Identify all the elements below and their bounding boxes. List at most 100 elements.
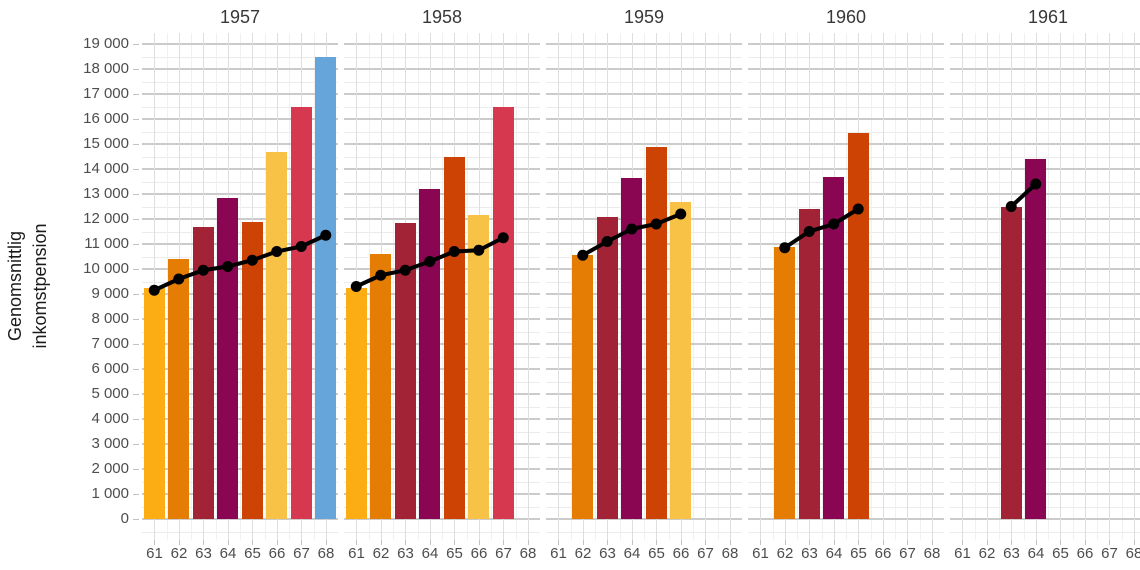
x-tick-label: 67 bbox=[1101, 545, 1118, 562]
x-tick-label: 65 bbox=[244, 545, 261, 562]
x-tick-mark bbox=[203, 540, 205, 545]
gridline-major-h bbox=[950, 93, 1140, 95]
y-tick-mark bbox=[133, 94, 139, 95]
gridline-major-h bbox=[546, 468, 742, 470]
gridline-major-h bbox=[546, 193, 742, 195]
x-tick-label: 67 bbox=[697, 545, 714, 562]
gridline-minor-v bbox=[368, 33, 370, 540]
gridline-minor-h bbox=[950, 56, 1140, 58]
gridline-major-h bbox=[344, 193, 540, 195]
x-tick-label: 62 bbox=[170, 545, 188, 562]
y-tick-label: 15 000 bbox=[83, 135, 129, 152]
bar-age-65 bbox=[645, 146, 667, 519]
x-tick-label: 67 bbox=[495, 545, 512, 562]
x-tick-label: 61 bbox=[550, 545, 567, 562]
gridline-minor-v bbox=[240, 33, 241, 540]
x-tick-label: 66 bbox=[874, 545, 892, 562]
x-tick-label: 62 bbox=[574, 545, 592, 562]
gridline-major-h bbox=[142, 243, 338, 245]
x-tick-label: 65 bbox=[1052, 545, 1069, 562]
gridline-major-h bbox=[344, 293, 540, 295]
facet-panel bbox=[950, 33, 1140, 540]
y-tick-mark bbox=[133, 44, 139, 45]
x-tick-label: 68 bbox=[317, 545, 335, 562]
y-tick-mark bbox=[133, 394, 139, 395]
bar-age-62 bbox=[370, 254, 392, 519]
gridline-minor-v bbox=[191, 33, 192, 540]
trend-point bbox=[271, 246, 283, 257]
x-tick-mark bbox=[882, 540, 884, 545]
gridline-major-h bbox=[142, 143, 338, 145]
x-tick-mark bbox=[582, 540, 584, 545]
x-tick-label: 63 bbox=[397, 545, 414, 562]
x-tick-mark bbox=[1084, 540, 1086, 545]
x-tick-label: 66 bbox=[672, 545, 690, 562]
facet-title: 1958 bbox=[421, 7, 463, 27]
gridline-major-v bbox=[1133, 33, 1135, 540]
x-tick-label: 63 bbox=[599, 545, 616, 562]
gridline-major-h bbox=[142, 443, 338, 445]
bar-age-62 bbox=[572, 255, 594, 519]
x-tick-label: 63 bbox=[1003, 545, 1020, 562]
gridline-minor-v bbox=[644, 33, 645, 540]
x-tick-mark bbox=[325, 540, 327, 545]
x-tick-mark bbox=[656, 540, 658, 545]
gridline-minor-h bbox=[950, 106, 1140, 108]
x-tick-mark bbox=[478, 540, 480, 545]
x-tick-label: 62 bbox=[372, 545, 390, 562]
gridline-major-h bbox=[344, 343, 540, 345]
gridline-minor-v bbox=[1023, 33, 1025, 540]
bar-age-65 bbox=[241, 221, 263, 519]
gridline-major-h bbox=[142, 343, 338, 345]
x-tick-mark bbox=[1060, 540, 1062, 545]
gridline-minor-v bbox=[717, 33, 719, 540]
gridline-minor-v bbox=[417, 33, 419, 540]
gridline-minor-v bbox=[570, 33, 572, 540]
x-tick-label: 64 bbox=[623, 545, 641, 562]
trend-line-svg bbox=[577, 208, 687, 261]
trend-line bbox=[783, 207, 860, 250]
y-tick-label: 16 000 bbox=[83, 110, 129, 127]
x-tick-mark bbox=[356, 540, 358, 545]
trend-point bbox=[1030, 178, 1042, 190]
x-tick-mark bbox=[680, 540, 682, 545]
y-tick-label: 18 000 bbox=[83, 60, 129, 77]
x-tick-mark bbox=[962, 540, 964, 545]
gridline-major-h bbox=[344, 93, 540, 95]
gridline-major-h bbox=[748, 343, 944, 345]
gridline-major-h bbox=[546, 218, 742, 220]
x-tick-mark bbox=[784, 540, 786, 545]
gridline-minor-v bbox=[313, 33, 315, 540]
trend-point bbox=[779, 242, 791, 254]
y-tick-label: 1 000 bbox=[91, 485, 129, 502]
gridline-major-h bbox=[142, 118, 338, 120]
bar-age-62 bbox=[168, 259, 190, 519]
trend-point bbox=[473, 244, 485, 256]
y-tick-label: 2 000 bbox=[91, 460, 129, 477]
bar-age-62 bbox=[774, 246, 796, 519]
gridline-major-h bbox=[748, 68, 944, 70]
y-tick-label: 4 000 bbox=[91, 410, 129, 427]
gridline-minor-v bbox=[870, 33, 872, 540]
gridline-major-h bbox=[748, 193, 944, 195]
gridline-major-h bbox=[546, 418, 742, 420]
y-tick-label: 13 000 bbox=[83, 185, 129, 202]
y-tick-label: 9 000 bbox=[91, 285, 129, 302]
trend-point bbox=[246, 254, 258, 266]
x-tick-mark bbox=[1035, 540, 1037, 545]
trend-point bbox=[295, 241, 307, 252]
gridline-major-h bbox=[344, 518, 540, 520]
bar-age-61 bbox=[345, 287, 367, 519]
gridline-minor-v bbox=[895, 33, 896, 540]
gridline-major-h bbox=[950, 143, 1140, 145]
gridline-major-h bbox=[546, 493, 742, 495]
gridline-major-h bbox=[950, 68, 1140, 70]
gridline-major-h bbox=[344, 318, 540, 320]
y-tick-mark bbox=[133, 319, 139, 320]
x-tick-mark bbox=[227, 540, 229, 545]
y-tick-mark bbox=[133, 369, 139, 370]
x-tick-mark bbox=[631, 540, 633, 545]
x-tick-label: 66 bbox=[470, 545, 488, 562]
gridline-minor-v bbox=[595, 33, 596, 540]
